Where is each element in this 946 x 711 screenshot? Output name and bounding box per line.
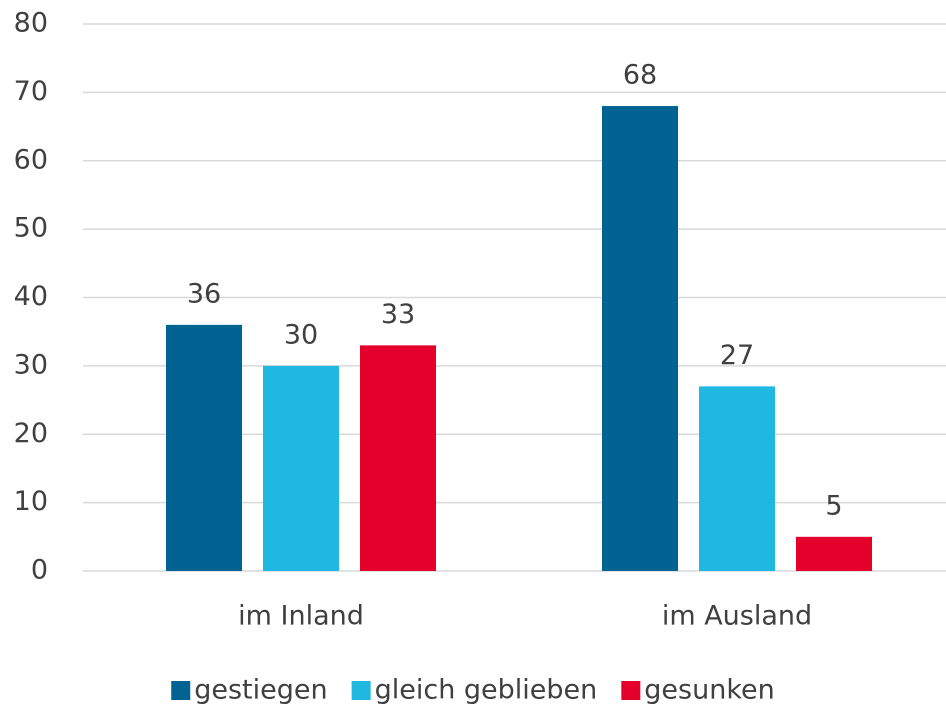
data-label: 27 (720, 340, 754, 371)
y-tick-label: 0 (31, 555, 48, 586)
legend-label: gestiegen (194, 675, 327, 706)
legend-swatch (351, 681, 371, 700)
legend-label: gleich geblieben (375, 675, 598, 706)
legend-label: gesunken (644, 675, 774, 706)
y-tick-label: 70 (14, 76, 48, 107)
y-tick-label: 20 (14, 418, 48, 449)
bar (360, 345, 436, 571)
data-label: 5 (825, 490, 842, 521)
data-label: 33 (381, 299, 415, 330)
legend-swatch (621, 681, 641, 700)
y-tick-label: 50 (14, 213, 48, 244)
bar (796, 536, 872, 571)
bar (166, 324, 242, 571)
y-tick-label: 80 (14, 8, 48, 39)
x-tick-label: im Ausland (662, 601, 812, 632)
bar (699, 386, 775, 571)
data-label: 68 (623, 60, 657, 91)
y-tick-label: 10 (14, 486, 48, 517)
bar (263, 365, 339, 571)
data-label: 36 (187, 278, 221, 309)
legend-swatch (171, 681, 191, 700)
y-tick-label: 30 (14, 349, 48, 380)
y-tick-label: 60 (14, 144, 48, 175)
data-label: 30 (284, 319, 318, 350)
x-tick-label: im Inland (238, 601, 364, 632)
bar (602, 106, 678, 572)
y-tick-label: 40 (14, 281, 48, 312)
